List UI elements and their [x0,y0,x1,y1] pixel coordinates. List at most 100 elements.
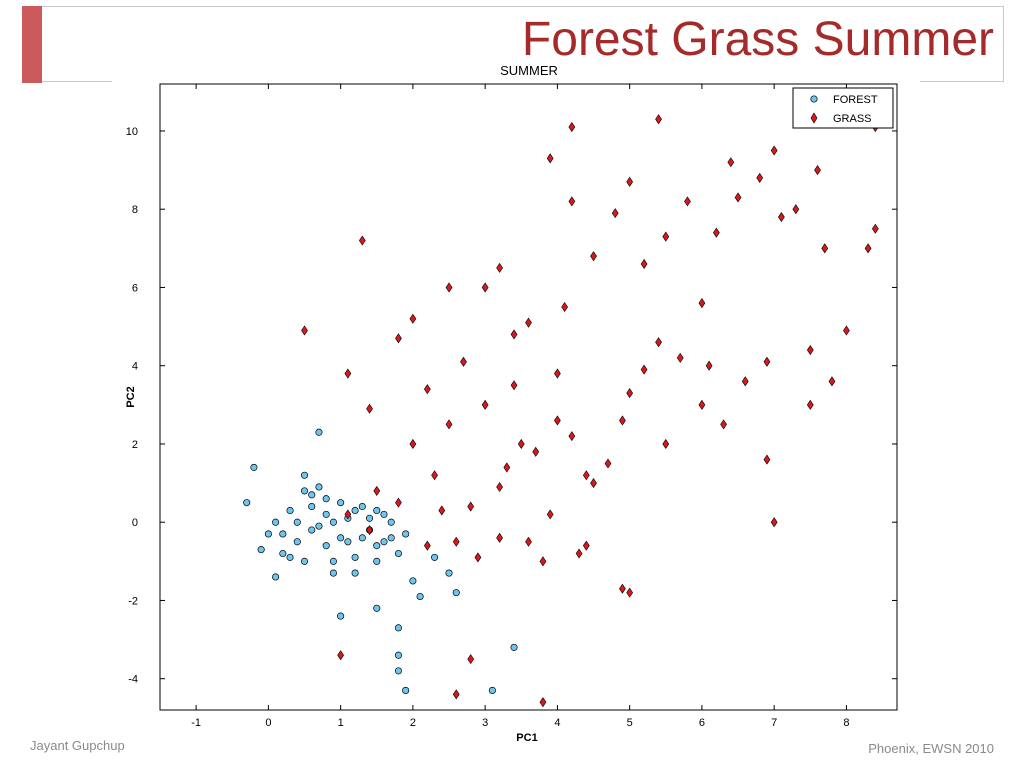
grass-point [445,419,453,430]
grass-point [358,235,366,246]
data-points [243,114,879,708]
grass-point [640,258,648,270]
x-tick-label: 2 [410,717,416,729]
plot-area [159,83,898,711]
x-tick-label: 7 [771,717,777,729]
grass-point [864,243,872,254]
grass-point [525,536,532,547]
forest-point [373,557,381,565]
grass-point [720,419,727,430]
forest-point [286,506,294,515]
grass-point [619,583,626,594]
grass-point [496,481,503,493]
forest-point [431,553,439,561]
forest-point [488,686,496,694]
grass-point [344,368,352,379]
grass-point [532,446,540,457]
forest-point [402,686,410,694]
grass-point [662,438,670,449]
grass-point [705,360,713,371]
forest-point [416,592,424,601]
legend-forest-marker [810,95,818,103]
y-tick-label: -4 [128,674,138,686]
grass-point [792,204,800,215]
grass-point [698,399,706,410]
forest-point [308,526,316,534]
grass-point [806,399,814,410]
grass-point [727,157,735,168]
grass-point [554,415,561,426]
grass-point [539,556,547,567]
forest-point [315,428,323,436]
grass-point [582,470,590,481]
grass-point [395,497,402,508]
forest-point [329,518,337,526]
grass-point [344,509,352,520]
forest-point [264,530,272,538]
grass-point [452,536,460,547]
legend-grass-marker [810,112,818,124]
footer-author: Jayant Gupchup [30,738,125,753]
x-tick-label: 4 [554,717,560,729]
x-tick-label: 3 [482,717,488,729]
grass-point [734,192,742,203]
grass-point [604,458,612,469]
forest-point [394,549,402,558]
forest-point [329,557,337,565]
forest-point [394,667,402,675]
y-tick-label: 6 [132,282,138,294]
y-tick-label: 2 [132,439,138,451]
forest-point [351,506,359,515]
grass-point [510,329,518,340]
grass-point [481,282,489,293]
forest-point [351,569,359,577]
axis-ticks: -1 0 1 2 3 4 5 6 7 8 -4 -2 0 2 4 6 8 10 [126,84,897,729]
forest-point [380,538,388,546]
grass-point [445,282,453,293]
forest-point [452,589,460,597]
grass-point [778,211,785,223]
grass-point [496,262,503,273]
grass-point [741,376,749,387]
grass-point [366,524,373,536]
grass-point [821,243,829,254]
legend: FOREST GRASS [792,87,894,129]
grass-point [626,176,634,187]
forest-point [315,522,323,530]
forest-point [322,495,330,503]
grass-point [409,438,417,449]
forest-point [344,538,352,546]
forest-point [300,557,309,565]
grass-point [676,352,684,363]
forest-point [272,518,280,526]
title-accent-bar [22,6,42,83]
footer-venue: Phoenix, EWSN 2010 [868,741,994,756]
forest-point [293,538,301,546]
grass-point [366,403,373,414]
grass-point [713,227,720,238]
slide-title: Forest Grass Summer [521,13,994,66]
forest-point [402,530,410,538]
chart-title: SUMMER [500,63,558,78]
grass-point [301,325,308,336]
grass-point [843,325,850,336]
y-tick-label: 4 [132,361,138,373]
forest-point [394,624,402,632]
grass-point [496,532,503,543]
forest-point [272,573,280,581]
grass-point [568,121,576,133]
y-tick-label: 0 [132,517,138,529]
grass-point [590,478,597,489]
grass-point [655,337,662,348]
forest-point [358,502,366,511]
grass-point [481,399,489,410]
grass-point [546,509,554,520]
grass-point [452,689,460,700]
grass-point [770,145,778,156]
grass-point [770,517,778,528]
grass-point [423,384,431,395]
grass-point [828,376,836,387]
forest-point [257,546,265,554]
forest-point [329,569,337,577]
